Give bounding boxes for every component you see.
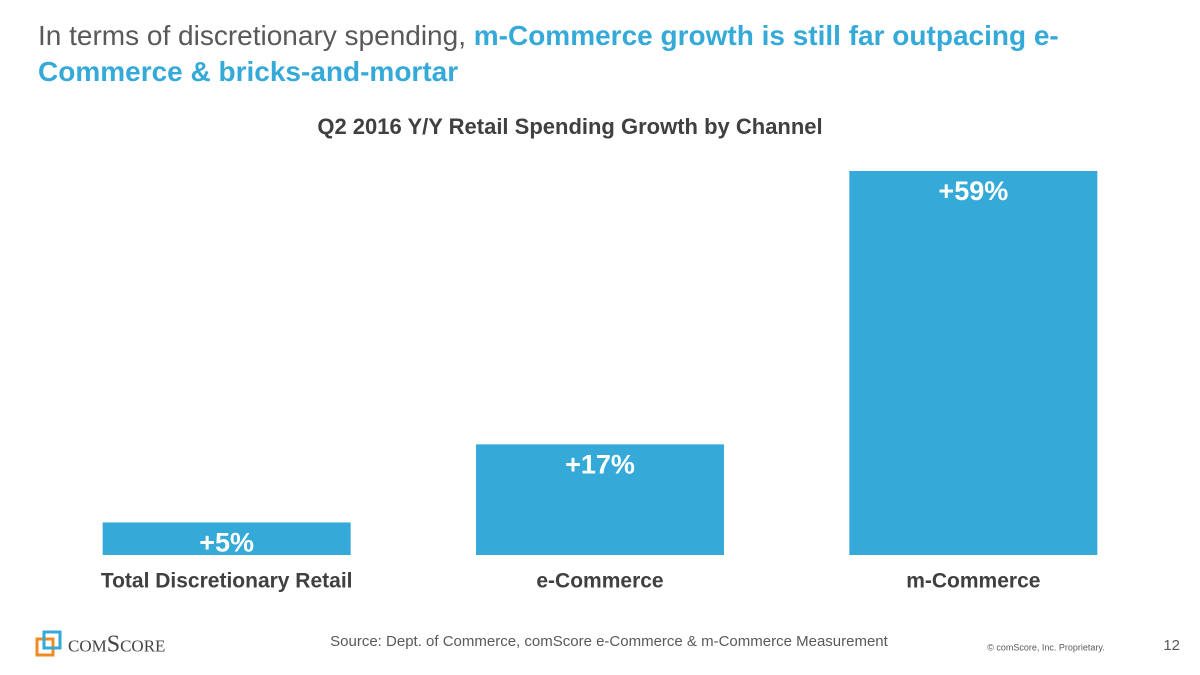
source: Source: Dept. of Commerce, comScore e-Co…: [330, 633, 888, 650]
value-label: +59%: [938, 176, 1008, 206]
copyright: © comScore, Inc. Proprietary.: [987, 642, 1105, 652]
headline: In terms of discretionary spending, m-Co…: [38, 18, 1118, 90]
bar: [102, 522, 351, 555]
x-tick-label: m-Commerce: [906, 570, 1040, 593]
headline-lead: In terms of discretionary spending,: [38, 20, 466, 51]
logo-text: comScore: [68, 632, 165, 658]
value-label: +5%: [199, 528, 254, 558]
value-label: +17%: [565, 449, 635, 479]
logo-icon: [35, 630, 62, 657]
x-tick-label: Total Discretionary Retail: [101, 570, 353, 593]
bar: [476, 444, 724, 555]
x-tick-label: e-Commerce: [536, 570, 663, 593]
headline-highlight: m-Commerce growth is still far outpacing…: [38, 20, 1059, 87]
page-number: 12: [1163, 637, 1180, 654]
chart-title: Q2 2016 Y/Y Retail Spending Growth by Ch…: [317, 114, 822, 139]
bar: [849, 171, 1098, 555]
